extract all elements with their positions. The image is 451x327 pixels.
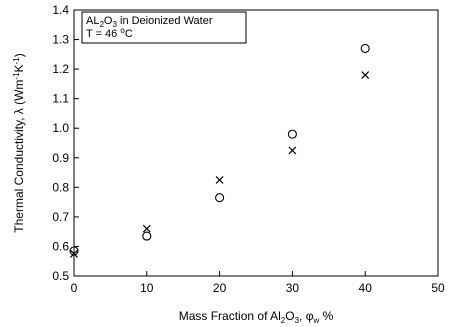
- y-tick-label: 0.6: [52, 239, 69, 253]
- plot-area: [73, 9, 439, 277]
- y-tick-label: 1.3: [52, 33, 69, 47]
- data-points: [69, 43, 370, 258]
- circle-marker: [142, 231, 152, 241]
- cross-marker: [70, 249, 78, 258]
- annotation-box: AL2O3 in Deionized Water T = 46 oC: [81, 11, 247, 44]
- y-axis-title: Thermal Conductivity, λ (Wm-1K-1): [12, 53, 26, 232]
- y-tick-label: 1.1: [52, 92, 69, 106]
- circle-marker: [360, 43, 370, 53]
- x-axis-title: Mass Fraction of Al2O3, φw %: [179, 309, 334, 325]
- circle-marker: [287, 129, 297, 139]
- annotation-line-1: AL2O3 in Deionized Water: [86, 15, 213, 29]
- axis-ticks: [73, 9, 439, 277]
- y-tick-label: 1.0: [52, 121, 69, 135]
- x-tick-label: 30: [286, 281, 300, 295]
- tick-labels: 0 10 20 30 40 50 0.5 0.6 0.7 0.8 0.9 1.0 1.1 1.2 1.3 1.…: [52, 3, 445, 295]
- y-tick-label: 0.9: [52, 151, 69, 165]
- x-tick-label: 50: [431, 281, 445, 295]
- x-tick-label: 0: [71, 281, 78, 295]
- y-tick-label: 0.8: [52, 180, 69, 194]
- y-tick-label: 0.7: [52, 210, 69, 224]
- cross-marker: [215, 176, 224, 184]
- y-tick-label: 1.4: [52, 3, 69, 17]
- annotation-line-2: T = 46 oC: [86, 26, 133, 40]
- cross-marker: [361, 71, 370, 79]
- cross-marker: [288, 146, 297, 155]
- x-tick-label: 20: [213, 281, 227, 295]
- x-tick-label: 40: [359, 281, 373, 295]
- y-tick-label: 0.5: [52, 269, 69, 283]
- y-tick-label: 1.2: [52, 62, 69, 76]
- x-tick-label: 10: [140, 281, 154, 295]
- circle-marker: [215, 193, 225, 203]
- circle-marker: [69, 246, 79, 256]
- cross-marker: [142, 224, 151, 233]
